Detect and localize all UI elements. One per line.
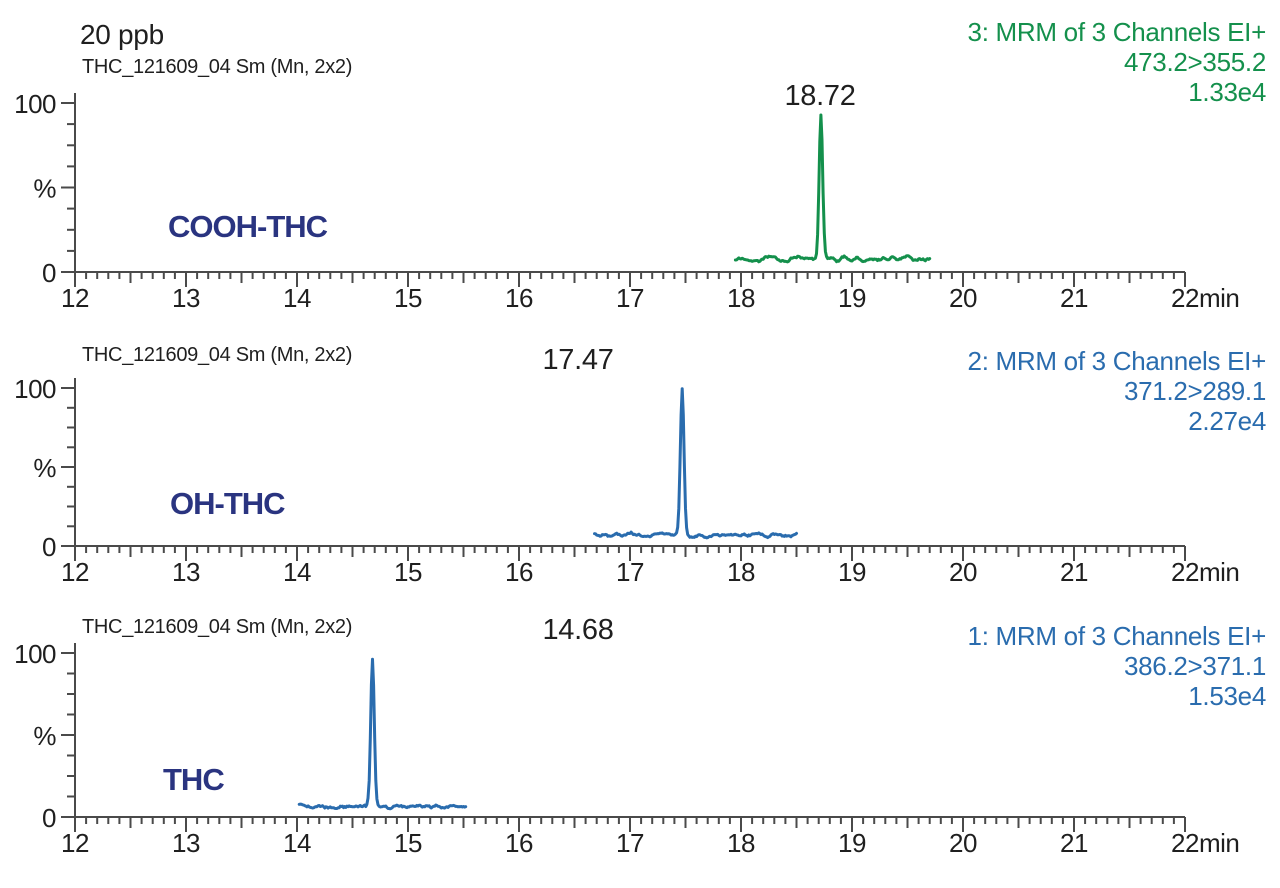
- x-tick-label: 12: [61, 828, 89, 858]
- x-tick-label: 14: [283, 283, 311, 313]
- peak-retention-label: 17.47: [542, 344, 614, 376]
- x-tick-label: 20: [949, 557, 977, 587]
- channel-line-2: 473.2>355.2: [1123, 47, 1266, 77]
- channel-line-1: 1: MRM of 3 Channels EI+: [967, 621, 1267, 651]
- sample-header: THC_121609_04 Sm (Mn, 2x2): [82, 344, 353, 366]
- x-tick-label: 21: [1060, 283, 1088, 313]
- sample-header: THC_121609_04 Sm (Mn, 2x2): [82, 616, 353, 638]
- x-tick-label: 18: [727, 557, 755, 587]
- channel-info: 3: MRM of 3 Channels EI+ 473.2>355.2 1.3…: [967, 17, 1267, 107]
- y-tick-label: 100: [14, 639, 56, 669]
- x-axis-unit: min: [1199, 283, 1239, 313]
- x-tick-label: 17: [616, 557, 644, 587]
- x-tick-label: 13: [172, 557, 200, 587]
- peak-retention-label: 18.72: [784, 80, 856, 112]
- x-tick-label: 21: [1060, 828, 1088, 858]
- channel-info: 2: MRM of 3 Channels EI+ 371.2>289.1 2.2…: [967, 346, 1267, 436]
- x-tick-label: 15: [394, 557, 422, 587]
- x-tick-label: 20: [949, 283, 977, 313]
- sample-header: THC_121609_04 Sm (Mn, 2x2): [82, 56, 353, 78]
- x-tick-label: 19: [838, 828, 866, 858]
- trace-COOH-THC: [733, 113, 932, 264]
- x-tick-label: 18: [727, 283, 755, 313]
- channel-line-1: 2: MRM of 3 Channels EI+: [967, 346, 1267, 376]
- y-tick-label: 0: [42, 258, 56, 288]
- trace-THC: [297, 657, 468, 811]
- compound-label: THC: [163, 762, 225, 797]
- x-tick-label: 22: [1171, 828, 1199, 858]
- y-tick-label: 0: [42, 803, 56, 833]
- y-tick-label: %: [33, 453, 56, 483]
- y-tick-label: %: [33, 174, 56, 204]
- x-tick-label: 19: [838, 557, 866, 587]
- y-tick-label: 100: [14, 89, 56, 119]
- panel-plot-THC: 100% 012 13 14 15 16 17 18 19 20 21 22 min: [14, 639, 1240, 858]
- y-tick-label: %: [33, 721, 56, 751]
- x-tick-label: 16: [505, 828, 533, 858]
- x-axis-unit: min: [1199, 828, 1239, 858]
- channel-line-2: 371.2>289.1: [1123, 376, 1266, 406]
- x-tick-label: 17: [616, 828, 644, 858]
- x-tick-label: 13: [172, 828, 200, 858]
- x-tick-label: 22: [1171, 557, 1199, 587]
- channel-line-3: 1.33e4: [1188, 77, 1266, 107]
- channel-info: 1: MRM of 3 Channels EI+ 386.2>371.1 1.5…: [967, 621, 1267, 711]
- x-tick-label: 20: [949, 828, 977, 858]
- x-axis-unit: min: [1199, 557, 1239, 587]
- channel-line-3: 1.53e4: [1188, 681, 1266, 711]
- concentration-label: 20 ppb: [80, 19, 164, 50]
- trace-OH-THC: [593, 387, 798, 540]
- x-tick-label: 16: [505, 283, 533, 313]
- channel-line-3: 2.27e4: [1188, 406, 1266, 436]
- x-tick-label: 15: [394, 283, 422, 313]
- compound-label: COOH-THC: [168, 209, 328, 244]
- x-tick-label: 18: [727, 828, 755, 858]
- x-tick-label: 12: [61, 557, 89, 587]
- y-tick-label: 100: [14, 374, 56, 404]
- x-tick-label: 21: [1060, 557, 1088, 587]
- x-tick-label: 19: [838, 283, 866, 313]
- compound-label: OH-THC: [170, 486, 286, 521]
- x-tick-label: 14: [283, 557, 311, 587]
- x-tick-label: 14: [283, 828, 311, 858]
- channel-line-2: 386.2>371.1: [1123, 651, 1266, 681]
- panel-plot-COOH-THC: 100% 012 13 14 15 16 17 18 19 20 21 22 min: [14, 89, 1240, 313]
- x-tick-label: 15: [394, 828, 422, 858]
- x-tick-label: 16: [505, 557, 533, 587]
- x-tick-label: 13: [172, 283, 200, 313]
- x-tick-label: 22: [1171, 283, 1199, 313]
- x-tick-label: 17: [616, 283, 644, 313]
- peak-retention-label: 14.68: [542, 614, 614, 646]
- x-tick-label: 12: [61, 283, 89, 313]
- panel-plot-OH-THC: 100% 012 13 14 15 16 17 18 19 20 21 22 min: [14, 374, 1240, 587]
- y-tick-label: 0: [42, 532, 56, 562]
- channel-line-1: 3: MRM of 3 Channels EI+: [967, 17, 1267, 47]
